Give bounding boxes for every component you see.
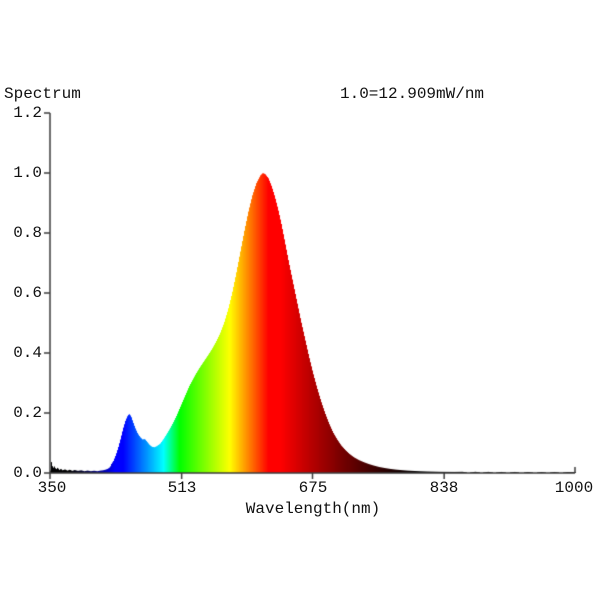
y-tick-label: 0.0	[13, 464, 42, 482]
x-tick-label: 350	[37, 479, 67, 497]
y-tick-label: 0.8	[13, 224, 42, 242]
y-tick-label: 1.0	[13, 164, 42, 182]
x-tick-label: 1000	[554, 479, 594, 497]
y-tick-label: 0.6	[13, 284, 42, 302]
x-tick-label: 675	[298, 479, 328, 497]
scale-note: 1.0=12.909mW/nm	[340, 85, 485, 103]
y-tick-label: 1.2	[13, 104, 42, 122]
x-axis-label: Wavelength(nm)	[245, 500, 381, 518]
x-tick-label: 513	[167, 479, 197, 497]
x-tick-label: 838	[429, 479, 459, 497]
y-tick-label: 0.2	[13, 404, 42, 422]
y-tick-label: 0.4	[13, 344, 42, 362]
chart-title: Spectrum	[4, 85, 81, 103]
